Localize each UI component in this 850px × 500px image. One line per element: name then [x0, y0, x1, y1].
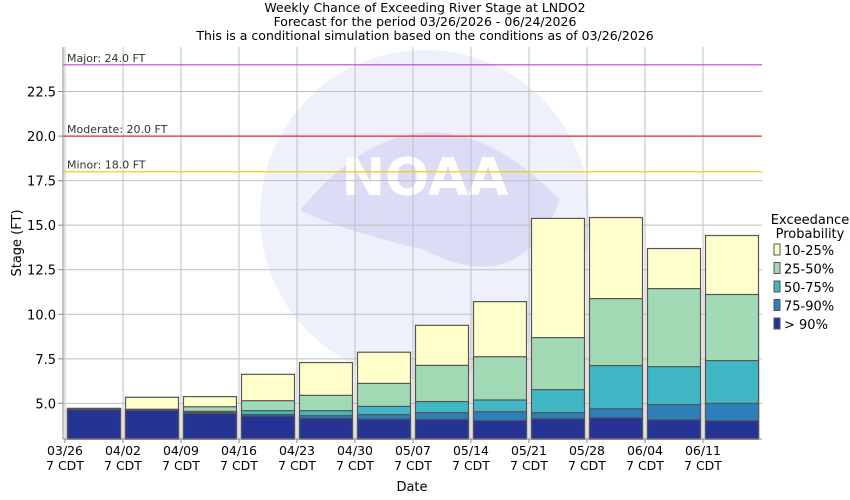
x-tick-timezone: 7 CDT [278, 458, 316, 473]
x-tick-date: 04/16 [221, 443, 257, 458]
legend-title: Probability [776, 227, 845, 242]
chart-subtitle-2: This is a conditional simulation based o… [196, 28, 654, 43]
bar-segment-90 [588, 417, 644, 440]
legend-swatch [773, 280, 781, 293]
x-tick-timezone: 7 CDT [626, 458, 664, 473]
bar-segment-90 [66, 409, 122, 440]
legend-swatch [773, 243, 781, 256]
bar-segment-90 [356, 418, 412, 440]
threshold-label: Major: 24.0 FT [67, 52, 146, 65]
y-tick-label: 5.0 [35, 397, 56, 412]
x-tick-timezone: 7 CDT [510, 458, 548, 473]
x-tick-date: 05/21 [511, 443, 547, 458]
bar-segment-90 [298, 417, 354, 440]
legend-swatch [773, 299, 781, 311]
bar-segment-90 [414, 418, 470, 440]
legend-label: 75-90% [784, 300, 834, 315]
bar-segment-90 [240, 415, 296, 440]
y-tick-label: 22.5 [27, 86, 56, 101]
bar-segment-90 [704, 420, 760, 440]
x-tick-date: 04/30 [337, 443, 373, 458]
threshold-label: Moderate: 20.0 FT [67, 123, 168, 136]
y-tick-label: 10.0 [27, 308, 56, 323]
x-tick-date: 04/02 [105, 443, 141, 458]
y-tick-label: 15.0 [27, 219, 56, 234]
x-tick-timezone: 7 CDT [452, 458, 490, 473]
x-tick-date: 04/09 [163, 443, 199, 458]
x-tick-timezone: 7 CDT [568, 458, 606, 473]
chart-title: Weekly Chance of Exceeding River Stage a… [264, 0, 586, 15]
legend-label: 25-50% [784, 263, 834, 278]
legend-label: > 90% [784, 318, 828, 333]
x-tick-date: 04/23 [279, 443, 315, 458]
chart-subtitle: Forecast for the period 03/26/2026 - 06/… [273, 14, 577, 29]
bar-segment-90 [472, 419, 528, 440]
x-tick-date: 06/04 [627, 443, 663, 458]
y-tick-label: 20.0 [27, 130, 56, 145]
legend-label: 50-75% [784, 281, 834, 296]
bar-segment-90 [646, 419, 702, 440]
legend-title: Exceedance [771, 213, 849, 228]
bar-segment-90 [530, 418, 586, 440]
bar-segment-90 [182, 412, 238, 440]
bar-segment-90 [124, 409, 180, 440]
x-tick-timezone: 7 CDT [104, 458, 142, 473]
x-tick-date: 05/28 [569, 443, 605, 458]
x-tick-timezone: 7 CDT [394, 458, 432, 473]
y-tick-label: 12.5 [27, 264, 56, 279]
noaa-watermark-bird [300, 132, 560, 267]
x-tick-timezone: 7 CDT [336, 458, 374, 473]
legend-label: 10-25% [784, 244, 834, 259]
x-tick-timezone: 7 CDT [684, 458, 722, 473]
legend-swatch [773, 262, 781, 274]
x-tick-timezone: 7 CDT [220, 458, 258, 473]
x-tick-timezone: 7 CDT [162, 458, 200, 473]
threshold-label: Minor: 18.0 FT [67, 159, 146, 172]
x-axis-label: Date [396, 480, 427, 495]
x-tick-date: 05/14 [453, 443, 489, 458]
x-tick-date: 03/26 [47, 443, 83, 458]
x-tick-timezone: 7 CDT [46, 458, 84, 473]
y-tick-label: 17.5 [27, 175, 56, 190]
legend-swatch [773, 317, 781, 330]
noaa-watermark-logo-text: NOAA [342, 148, 509, 208]
x-tick-date: 05/07 [395, 443, 431, 458]
y-tick-label: 7.5 [35, 353, 56, 368]
x-tick-date: 06/11 [685, 443, 721, 458]
y-axis-label: Stage (FT) [10, 209, 25, 276]
